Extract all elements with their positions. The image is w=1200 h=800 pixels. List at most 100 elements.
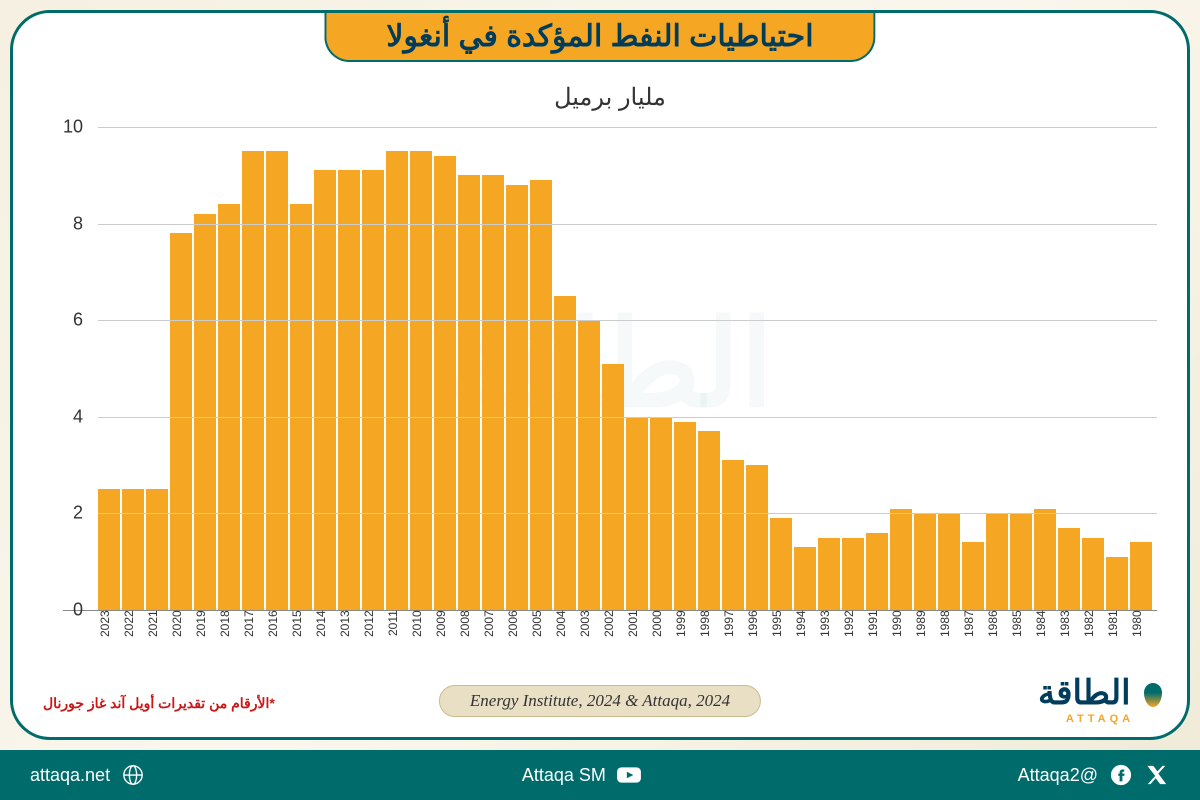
x-tick-label: 2004 <box>554 610 576 650</box>
x-tick-label: 2022 <box>122 610 144 650</box>
x-tick-label: 1992 <box>842 610 864 650</box>
footer-social: @Attaqa2 <box>1018 762 1170 788</box>
logo-subtext: ATTAQA <box>1038 713 1162 725</box>
social-handle: @Attaqa2 <box>1018 765 1098 786</box>
bar <box>362 170 384 610</box>
x-tick-label: 1995 <box>770 610 792 650</box>
bar <box>938 513 960 610</box>
y-tick-label: 2 <box>53 503 83 524</box>
x-tick-label: 2017 <box>242 610 264 650</box>
bar <box>410 151 432 610</box>
youtube-handle: Attaqa SM <box>522 765 606 786</box>
gridline <box>98 224 1157 225</box>
x-tick-label: 2016 <box>266 610 288 650</box>
x-tick-label: 2012 <box>362 610 384 650</box>
brand-logo: الطاقة ATTAQA <box>1038 673 1162 725</box>
bar <box>722 460 744 610</box>
gridline <box>98 513 1157 514</box>
bar <box>842 538 864 610</box>
bar <box>1130 542 1152 610</box>
x-tick-label: 2013 <box>338 610 360 650</box>
y-axis: 0246810 <box>53 127 93 610</box>
bar <box>194 214 216 610</box>
youtube-icon[interactable] <box>616 762 642 788</box>
x-tick-label: 1986 <box>986 610 1008 650</box>
chart-area: مليار برميل الطاقة 0246810 1980198119821… <box>63 83 1157 647</box>
bar <box>698 431 720 610</box>
x-tick-label: 1982 <box>1082 610 1104 650</box>
y-tick-label: 6 <box>53 310 83 331</box>
x-tick-label: 1988 <box>938 610 960 650</box>
bar <box>338 170 360 610</box>
y-axis-title: مليار برميل <box>63 83 1157 112</box>
x-tick-label: 1987 <box>962 610 984 650</box>
bar <box>458 175 480 610</box>
globe-icon[interactable] <box>120 762 146 788</box>
x-tick-label: 2020 <box>170 610 192 650</box>
bar <box>602 364 624 610</box>
x-tick-label: 2023 <box>98 610 120 650</box>
bar <box>1082 538 1104 610</box>
bar <box>98 489 120 610</box>
x-tick-label: 1993 <box>818 610 840 650</box>
bar <box>482 175 504 610</box>
y-tick-label: 8 <box>53 213 83 234</box>
footnote-text: *الأرقام من تقديرات أويل آند غاز جورنال <box>43 695 275 712</box>
footer-bar: @Attaqa2 Attaqa SM attaqa.net <box>0 750 1200 800</box>
x-tick-label: 1985 <box>1010 610 1032 650</box>
x-tick-label: 1991 <box>866 610 888 650</box>
bar <box>866 533 888 610</box>
bar <box>890 509 912 610</box>
bar <box>794 547 816 610</box>
x-tick-label: 2019 <box>194 610 216 650</box>
drop-icon <box>1144 683 1162 707</box>
bar <box>554 296 576 610</box>
bar <box>986 513 1008 610</box>
y-tick-label: 4 <box>53 406 83 427</box>
bar <box>674 422 696 610</box>
bar <box>170 233 192 610</box>
bar <box>1106 557 1128 610</box>
bar <box>962 542 984 610</box>
x-tick-label: 1984 <box>1034 610 1056 650</box>
x-tick-label: 2015 <box>290 610 312 650</box>
bar <box>146 489 168 610</box>
x-tick-label: 1997 <box>722 610 744 650</box>
logo-main-text: الطاقة <box>1038 674 1131 712</box>
bar <box>818 538 840 610</box>
bar <box>530 180 552 610</box>
page-title: احتياطيات النفط المؤكدة في أنغولا <box>324 13 875 62</box>
x-tick-label: 1998 <box>698 610 720 650</box>
bar <box>578 320 600 610</box>
bar <box>746 465 768 610</box>
gridline <box>98 417 1157 418</box>
bar <box>770 518 792 610</box>
y-tick-label: 0 <box>53 600 83 621</box>
x-axis-labels: 1980198119821983198419851986198719881989… <box>98 610 1152 650</box>
x-tick-label: 1999 <box>674 610 696 650</box>
gridline <box>98 127 1157 128</box>
x-tick-label: 1994 <box>794 610 816 650</box>
x-tick-label: 2014 <box>314 610 336 650</box>
x-tick-label: 1990 <box>890 610 912 650</box>
website-url: attaqa.net <box>30 765 110 786</box>
footer-youtube: Attaqa SM <box>522 762 642 788</box>
x-tick-label: 2001 <box>626 610 648 650</box>
x-tick-label: 2000 <box>650 610 672 650</box>
x-tick-label: 2010 <box>410 610 432 650</box>
x-tick-label: 2003 <box>578 610 600 650</box>
gridline <box>98 320 1157 321</box>
x-icon[interactable] <box>1144 762 1170 788</box>
bar <box>266 151 288 610</box>
bars-container <box>98 127 1152 610</box>
x-tick-label: 1981 <box>1106 610 1128 650</box>
x-tick-label: 2002 <box>602 610 624 650</box>
y-tick-label: 10 <box>53 117 83 138</box>
logo-text: الطاقة <box>1038 673 1162 713</box>
footer-website: attaqa.net <box>30 762 146 788</box>
x-tick-label: 1980 <box>1130 610 1152 650</box>
bar <box>218 204 240 610</box>
bar <box>314 170 336 610</box>
facebook-icon[interactable] <box>1108 762 1134 788</box>
bar <box>1034 509 1056 610</box>
